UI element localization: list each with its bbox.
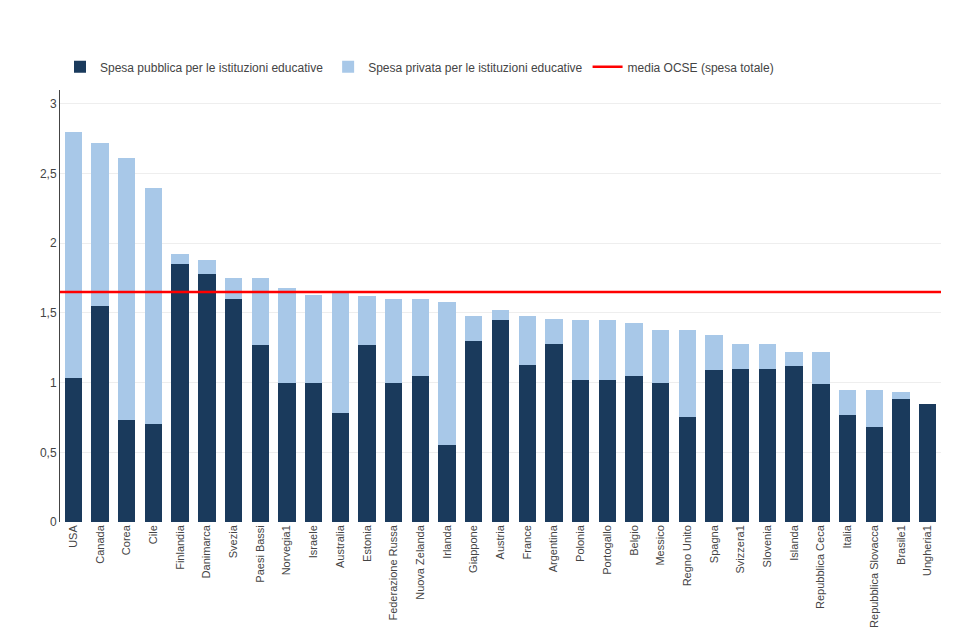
svg-text:0,5: 0,5 xyxy=(40,446,57,460)
svg-text:Polonia: Polonia xyxy=(574,524,586,562)
svg-text:1,5: 1,5 xyxy=(40,306,57,320)
svg-text:2: 2 xyxy=(50,236,57,250)
svg-text:0: 0 xyxy=(50,515,57,529)
svg-text:Nuova Zelanda: Nuova Zelanda xyxy=(414,524,426,599)
svg-text:Repubblica Ceca: Repubblica Ceca xyxy=(814,524,826,609)
svg-text:Israele: Israele xyxy=(307,525,319,558)
svg-text:Portogallo: Portogallo xyxy=(601,525,613,575)
svg-text:3: 3 xyxy=(50,97,57,111)
svg-text:Islanda: Islanda xyxy=(788,524,800,560)
svg-text:Repubblica Slovacca: Repubblica Slovacca xyxy=(868,524,880,628)
svg-text:Slovenia: Slovenia xyxy=(761,524,773,567)
svg-text:Argentina: Argentina xyxy=(547,524,559,572)
svg-text:Danimarca: Danimarca xyxy=(200,524,212,578)
svg-text:media OCSE (spesa totale): media OCSE (spesa totale) xyxy=(628,61,774,75)
svg-text:Norvegia1: Norvegia1 xyxy=(280,525,292,575)
svg-text:Federazione Russa: Federazione Russa xyxy=(387,524,399,620)
svg-text:Ungheria1: Ungheria1 xyxy=(921,525,933,576)
svg-text:Irlanda: Irlanda xyxy=(441,524,453,559)
svg-text:Giappone: Giappone xyxy=(467,525,479,573)
svg-text:1: 1 xyxy=(50,376,57,390)
svg-text:Cile: Cile xyxy=(147,525,159,544)
svg-text:Corea: Corea xyxy=(120,524,132,555)
svg-text:Spesa pubblica per le istituzi: Spesa pubblica per le istituzioni educat… xyxy=(100,61,323,75)
svg-text:Svizzera1: Svizzera1 xyxy=(734,525,746,573)
svg-text:Italia: Italia xyxy=(841,524,853,548)
svg-text:2,5: 2,5 xyxy=(40,167,57,181)
svg-text:Canada: Canada xyxy=(94,524,106,563)
svg-text:Messico: Messico xyxy=(654,525,666,565)
svg-text:Australia: Australia xyxy=(334,524,346,568)
svg-text:Spesa privata per le istituzio: Spesa privata per le istituzioni educati… xyxy=(368,61,582,75)
svg-text:France: France xyxy=(521,525,533,559)
svg-text:Spagna: Spagna xyxy=(708,524,720,563)
svg-text:Belgio: Belgio xyxy=(628,525,640,556)
svg-text:Estonia: Estonia xyxy=(361,524,373,562)
svg-text:Brasile1: Brasile1 xyxy=(895,525,907,565)
svg-text:Paesi Bassi: Paesi Bassi xyxy=(254,525,266,582)
svg-text:Austria: Austria xyxy=(494,524,506,559)
svg-text:Regno Unito: Regno Unito xyxy=(681,525,693,586)
svg-text:Finlandia: Finlandia xyxy=(174,524,186,570)
svg-text:Svezia: Svezia xyxy=(227,524,239,558)
svg-text:USA: USA xyxy=(67,525,79,548)
